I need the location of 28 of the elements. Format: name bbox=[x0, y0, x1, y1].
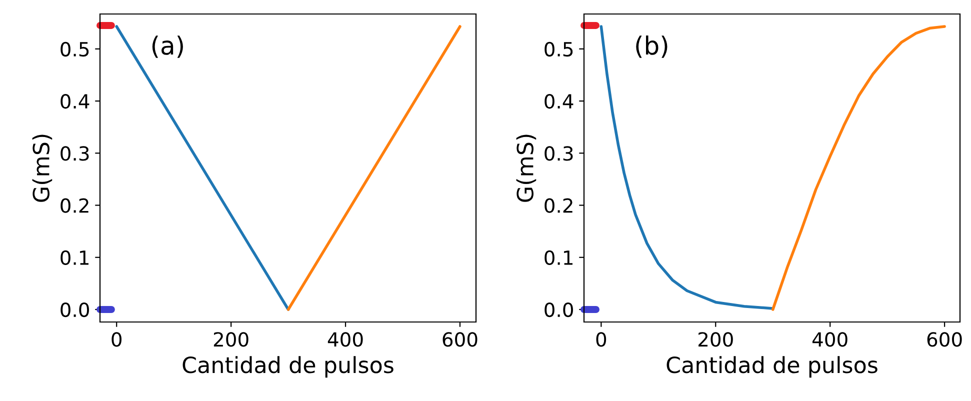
y-tick-label: 0.3 bbox=[544, 146, 573, 161]
y-tick-label: 0.1 bbox=[60, 250, 88, 266]
y-tick-label: 0.5 bbox=[60, 42, 89, 57]
x-tick-label: 0 bbox=[112, 332, 122, 347]
y-tick-label: 0.5 bbox=[544, 42, 573, 57]
x-tick-label: 600 bbox=[927, 332, 962, 347]
y-tick-label: 0.0 bbox=[60, 302, 89, 318]
x-tick-label: 200 bbox=[698, 332, 733, 347]
y-axis-title: G(mS) bbox=[516, 134, 536, 202]
line-series bbox=[600, 25, 774, 310]
x-tick-label: 600 bbox=[442, 332, 478, 347]
x-axis-title: Cantidad de pulsos bbox=[666, 356, 878, 378]
x-tick-label: 0 bbox=[596, 332, 606, 347]
y-tick-label: 0.0 bbox=[544, 302, 573, 318]
y-tick-label: 0.4 bbox=[544, 94, 574, 109]
x-axis-title: Cantidad de pulsos bbox=[182, 356, 394, 378]
y-tick-label: 0.2 bbox=[544, 198, 572, 213]
y-axis-title: G(mS) bbox=[32, 134, 52, 202]
x-tick-label: 400 bbox=[812, 332, 848, 347]
y-tick-label: 0.3 bbox=[60, 146, 89, 161]
y-tick-label: 0.4 bbox=[60, 94, 90, 109]
y-tick-label: 0.1 bbox=[544, 250, 572, 266]
annotation: (b) bbox=[636, 36, 668, 58]
line-series bbox=[771, 25, 946, 311]
x-tick-label: 200 bbox=[214, 332, 248, 347]
y-tick-label: 0.2 bbox=[60, 198, 88, 213]
x-tick-label: 400 bbox=[328, 332, 363, 347]
annotation: (a) bbox=[152, 36, 183, 58]
